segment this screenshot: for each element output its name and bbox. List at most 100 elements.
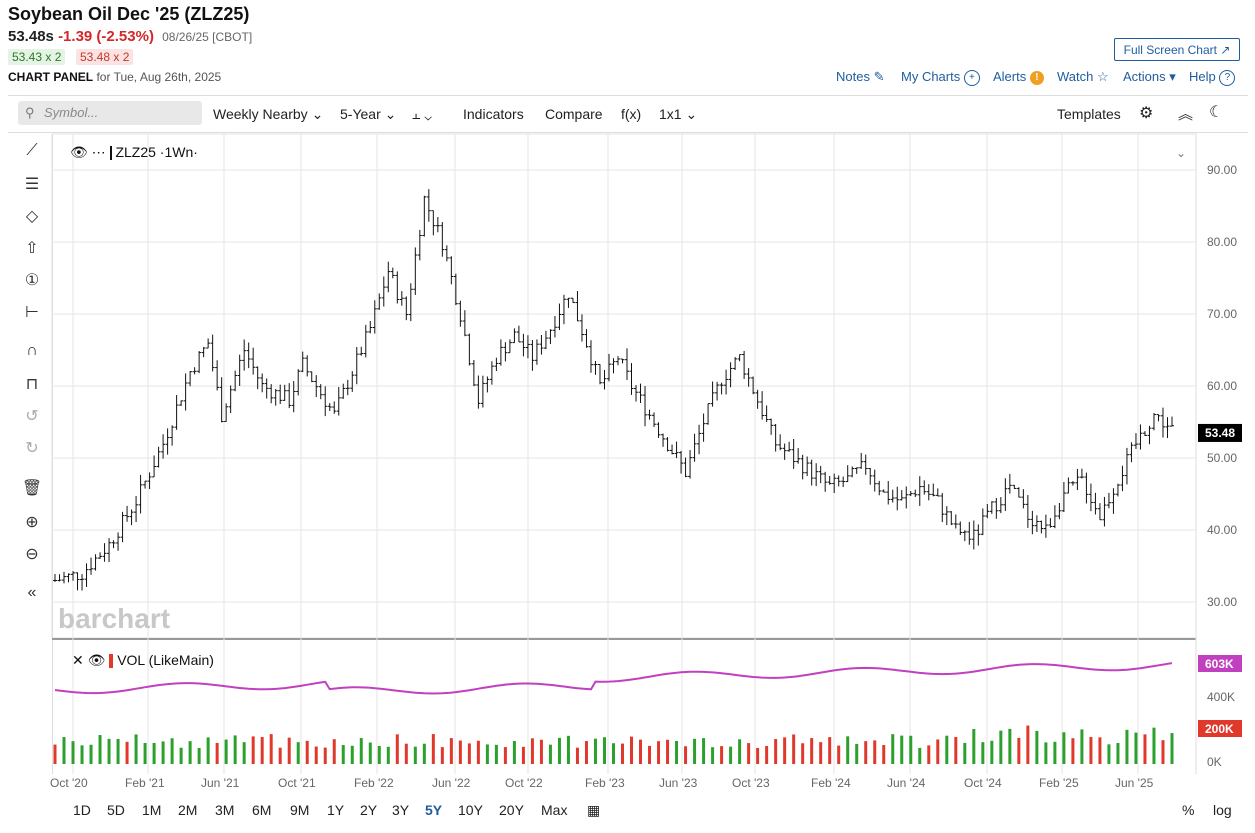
ohlc-bar (962, 530, 967, 542)
ohlc-bar (764, 405, 769, 423)
range-1y[interactable]: 1Y (327, 802, 345, 818)
ohlc-bar (769, 418, 774, 435)
ohlc-bar (985, 504, 990, 519)
range-1d[interactable]: 1D (73, 802, 91, 818)
y-tick-label: 40.00 (1207, 523, 1237, 537)
range-3y[interactable]: 3Y (392, 802, 410, 818)
volume-bar (53, 744, 57, 764)
annotation-tool-icon[interactable]: ① (24, 272, 40, 289)
settings-gear-icon[interactable]: ⚙ (1139, 105, 1154, 122)
ohlc-bar (246, 342, 251, 369)
range-2m[interactable]: 2M (178, 802, 198, 818)
ohlc-bar (958, 521, 963, 536)
compare-button[interactable]: Compare (545, 106, 603, 122)
range-9m[interactable]: 9M (290, 802, 310, 818)
chart-type-dropdown[interactable]: ⫠ ⌄ (412, 106, 432, 123)
notes-link[interactable]: Notes ✎ (836, 69, 885, 85)
calendar-icon[interactable]: ▦ (587, 802, 601, 818)
period-dropdown[interactable]: Weekly Nearby ⌄ (213, 106, 323, 123)
eye-icon[interactable]: 👁 (70, 144, 88, 160)
x-tick-label: Jun '21 (201, 776, 240, 790)
watch-link[interactable]: Watch ☆ (1057, 69, 1109, 85)
ohlc-bar (273, 388, 278, 406)
collapse-up-icon[interactable]: ︽ (1178, 106, 1194, 123)
volume-bar (215, 742, 219, 764)
volume-bar (711, 747, 715, 764)
close-icon[interactable]: ✕ (72, 652, 84, 668)
collapse-sidebar-icon[interactable]: « (27, 584, 37, 601)
chevron-down-icon[interactable]: ⌄ (1176, 146, 1187, 160)
actions-menu[interactable]: Actions ▾ (1123, 69, 1176, 85)
percent-toggle[interactable]: % (1182, 802, 1195, 818)
ohlc-bar (638, 383, 643, 403)
ohlc-bar (989, 501, 994, 514)
indicators-button[interactable]: Indicators (463, 106, 524, 122)
alerts-link[interactable]: Alerts ! (993, 69, 1044, 85)
layout-dropdown[interactable]: 1x1 ⌄ (659, 106, 697, 123)
log-toggle[interactable]: log (1213, 802, 1232, 818)
ohlc-bar (386, 261, 391, 293)
range-2y[interactable]: 2Y (360, 802, 378, 818)
range-5y[interactable]: 5Y (425, 802, 443, 818)
undo-icon[interactable]: ↺ (25, 408, 39, 425)
range-5d[interactable]: 5D (107, 802, 125, 818)
panel-date: for Tue, Aug 26th, 2025 (96, 70, 222, 84)
range-dropdown[interactable]: 5-Year ⌄ (340, 106, 396, 123)
ohlc-bar (1025, 495, 1030, 528)
price-legend[interactable]: 👁 ⋯ ZLZ25 ·1Wn· (70, 144, 198, 161)
chevron-down-icon: ⌄ (311, 106, 324, 122)
eye-icon[interactable]: 👁 (87, 652, 106, 668)
my-charts-link[interactable]: My Charts + (901, 69, 980, 86)
range-20y[interactable]: 20Y (499, 802, 524, 818)
ohlc-bar (872, 469, 877, 492)
volume-bar (1062, 732, 1066, 764)
volume-bar (900, 735, 904, 764)
dark-mode-moon-icon[interactable]: ☾ (1209, 104, 1224, 121)
ohlc-bar (359, 346, 364, 356)
more-dots-icon[interactable]: ⋯ (91, 144, 106, 160)
volume-bar (359, 738, 363, 764)
volume-bar (756, 747, 760, 764)
range-10y[interactable]: 10Y (458, 802, 483, 818)
ohlc-bar (516, 325, 521, 343)
fx-button[interactable]: f(x) (621, 106, 642, 122)
volume-bar (368, 742, 372, 764)
measure-tool-icon[interactable]: ⊢ (25, 304, 39, 321)
ohlc-bar (233, 370, 238, 392)
alert-icon: ! (1029, 70, 1044, 85)
ohlc-bar (715, 381, 720, 401)
ohlc-bar (625, 348, 630, 380)
ohlc-bar (634, 385, 639, 402)
zoom-out-icon[interactable]: ⊖ (25, 546, 39, 563)
volume-avg-label: 603K (1205, 657, 1234, 671)
ohlc-bar (332, 401, 337, 414)
redo-icon[interactable]: ↻ (25, 440, 39, 457)
ohlc-bar (138, 474, 143, 514)
volume-legend[interactable]: ✕ 👁 VOL (LikeMain) (72, 652, 214, 669)
range-max[interactable]: Max (541, 802, 568, 818)
range-6m[interactable]: 6M (252, 802, 272, 818)
trash-icon[interactable]: 🗑 (21, 480, 43, 497)
fib-tool-icon[interactable]: ☰ (24, 176, 40, 193)
line-tool-icon[interactable]: ⟋ (26, 142, 38, 159)
volume-bar (666, 739, 670, 764)
templates-button[interactable]: Templates (1057, 106, 1121, 122)
unlock-icon[interactable]: ⊓ (25, 376, 39, 393)
arrow-tool-icon[interactable]: ⇧ (25, 240, 39, 257)
symbol-search-input[interactable]: ⚲ Symbol... (18, 101, 202, 125)
zoom-in-icon[interactable]: ⊕ (25, 514, 39, 531)
y-tick-label: 70.00 (1207, 307, 1237, 321)
y-tick-label: 80.00 (1207, 235, 1237, 249)
help-link[interactable]: Help ? (1189, 69, 1236, 86)
ohlc-bar (210, 334, 215, 372)
full-screen-chart-button[interactable]: Full Screen Chart ↗ (1114, 38, 1240, 61)
ohlc-bar (188, 371, 193, 387)
range-1m[interactable]: 1M (142, 802, 162, 818)
price-bars (53, 189, 1174, 591)
volume-bar (747, 743, 751, 764)
magnet-icon[interactable]: ∩ (26, 342, 38, 359)
range-3m[interactable]: 3M (215, 802, 235, 818)
shape-tool-icon[interactable]: ◇ (25, 208, 39, 225)
ohlc-bar (1151, 413, 1156, 431)
